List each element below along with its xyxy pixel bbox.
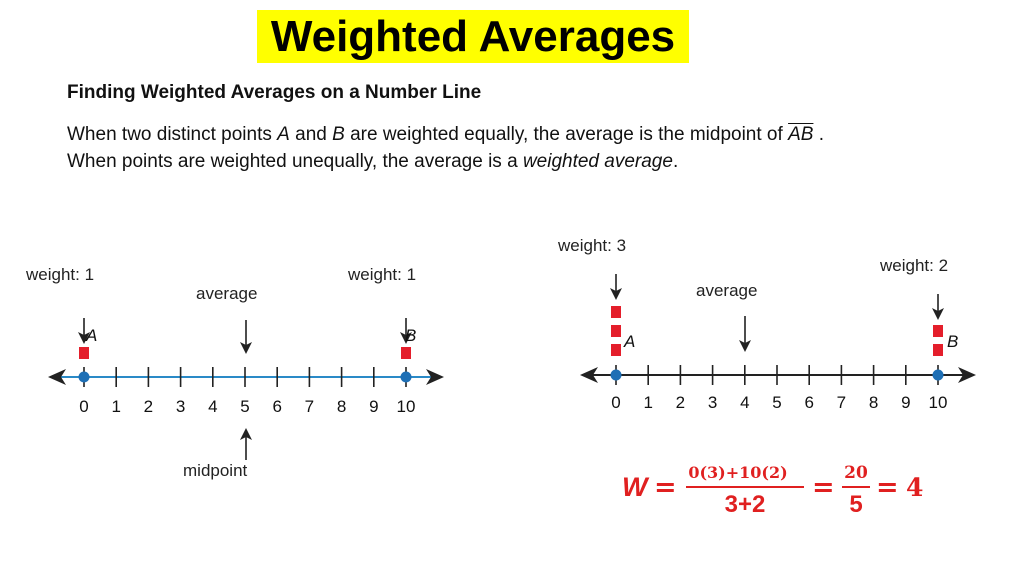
left-tick-label: 9 <box>369 397 378 416</box>
left-weight-a-label: weight: 1 <box>25 265 94 284</box>
right-point-a <box>610 369 622 381</box>
left-tick-label: 0 <box>79 397 88 416</box>
left-a-weight-block <box>79 347 89 359</box>
page-title: Weighted Averages <box>257 10 689 63</box>
right-tick-labels: 0 1 2 3 4 5 6 7 8 9 10 <box>611 393 947 412</box>
right-tick-label: 5 <box>772 393 781 412</box>
left-weight-b-label: weight: 1 <box>347 265 416 284</box>
left-ticks <box>83 367 407 387</box>
right-tick-label: 6 <box>804 393 813 412</box>
para-text: When two distinct points <box>67 124 278 145</box>
left-tick-label: 8 <box>337 397 346 416</box>
point-a-ref: A <box>277 124 290 145</box>
weighted-average-term: weighted average <box>522 151 673 172</box>
left-weight-b-arrowhead <box>400 332 412 344</box>
right-tick-label: 4 <box>740 393 749 412</box>
right-b-weight-block <box>933 325 943 337</box>
left-point-b <box>400 371 412 383</box>
formula-equals-2: = <box>812 472 835 503</box>
left-midpoint-label: midpoint <box>183 461 248 480</box>
right-tick-label: 2 <box>676 393 685 412</box>
right-point-a-label: A <box>623 332 635 351</box>
right-weight-a-arrowhead <box>610 288 622 300</box>
right-average-label: average <box>696 281 757 300</box>
formula-numerator-2: 20 <box>844 463 868 483</box>
right-number-line: 0 1 2 3 4 5 6 7 8 9 10 A B weight: 3 weight: 2 ave… <box>557 236 976 412</box>
left-tick-label: 7 <box>305 397 314 416</box>
para-text: . <box>813 124 824 145</box>
para-text: . <box>672 151 679 172</box>
left-weight-blocks-a <box>79 347 89 359</box>
right-weight-a-label: weight: 3 <box>557 236 626 255</box>
right-weight-b-arrowhead <box>932 308 944 320</box>
right-weight-blocks-b <box>933 325 943 356</box>
section-heading: Finding Weighted Averages on a Number Li… <box>67 82 482 103</box>
left-tick-label: 2 <box>144 397 153 416</box>
formula-svg: W = 0(3)+10(2) 3+2 = 20 5 = 4 <box>622 463 923 518</box>
left-axis-arrow-right <box>426 369 444 385</box>
right-tick-label: 9 <box>901 393 910 412</box>
right-point-b-label: B <box>947 332 958 351</box>
left-weight-blocks-b <box>401 347 411 359</box>
para-text: and <box>289 124 333 145</box>
para-text: When points are weighted unequally, the … <box>67 151 523 172</box>
right-tick-label: 8 <box>869 393 878 412</box>
right-tick-label: 7 <box>837 393 846 412</box>
left-tick-label: 6 <box>272 397 281 416</box>
left-tick-label: 1 <box>111 397 120 416</box>
intro-paragraph: When two distinct points A and B are wei… <box>67 121 967 175</box>
left-weight-a-arrowhead <box>78 332 90 344</box>
right-tick-label: 10 <box>929 393 948 412</box>
left-axis-arrow-left <box>48 369 66 385</box>
left-average-arrowhead <box>240 342 252 354</box>
right-point-b <box>932 369 944 381</box>
formula-numerator-1: 0(3)+10(2) <box>688 463 787 482</box>
left-b-weight-block <box>401 347 411 359</box>
right-tick-label: 0 <box>611 393 620 412</box>
right-b-weight-block <box>933 344 943 356</box>
left-point-a-label: A <box>85 326 97 345</box>
left-point-a <box>78 371 90 383</box>
segment-ab: AB <box>788 124 814 145</box>
right-a-weight-block <box>611 344 621 356</box>
formula-w: W <box>622 472 650 502</box>
left-tick-labels: 0 1 2 3 4 5 6 7 8 9 10 <box>79 397 415 416</box>
formula-denominator-2: 5 <box>849 491 862 518</box>
formula-result: 4 <box>906 473 923 502</box>
right-weight-b-label: weight: 2 <box>879 256 948 275</box>
left-number-line: 0 1 2 3 4 5 6 7 8 9 10 A B weight: 1 weight: 1 ave… <box>25 265 444 480</box>
left-tick-label: 4 <box>208 397 217 416</box>
left-tick-label: 3 <box>176 397 185 416</box>
left-tick-label: 10 <box>397 397 416 416</box>
right-axis-arrow-right <box>958 367 976 383</box>
left-midpoint-arrowhead <box>240 428 252 440</box>
formula-denominator-1: 3+2 <box>725 491 766 518</box>
formula-equals-3: = <box>876 472 899 503</box>
right-weight-blocks-a <box>611 306 621 356</box>
right-axis-arrow-left <box>580 367 598 383</box>
left-tick-label: 5 <box>240 397 249 416</box>
right-tick-label: 1 <box>643 393 652 412</box>
para-text: are weighted equally, the average is the… <box>344 124 789 145</box>
right-average-arrowhead <box>739 340 751 352</box>
left-average-label: average <box>196 284 257 303</box>
right-a-weight-block <box>611 306 621 318</box>
formula-equals-1: = <box>654 472 677 503</box>
left-point-b-label: B <box>405 326 416 345</box>
point-b-ref: B <box>332 124 345 145</box>
right-a-weight-block <box>611 325 621 337</box>
right-tick-label: 3 <box>708 393 717 412</box>
